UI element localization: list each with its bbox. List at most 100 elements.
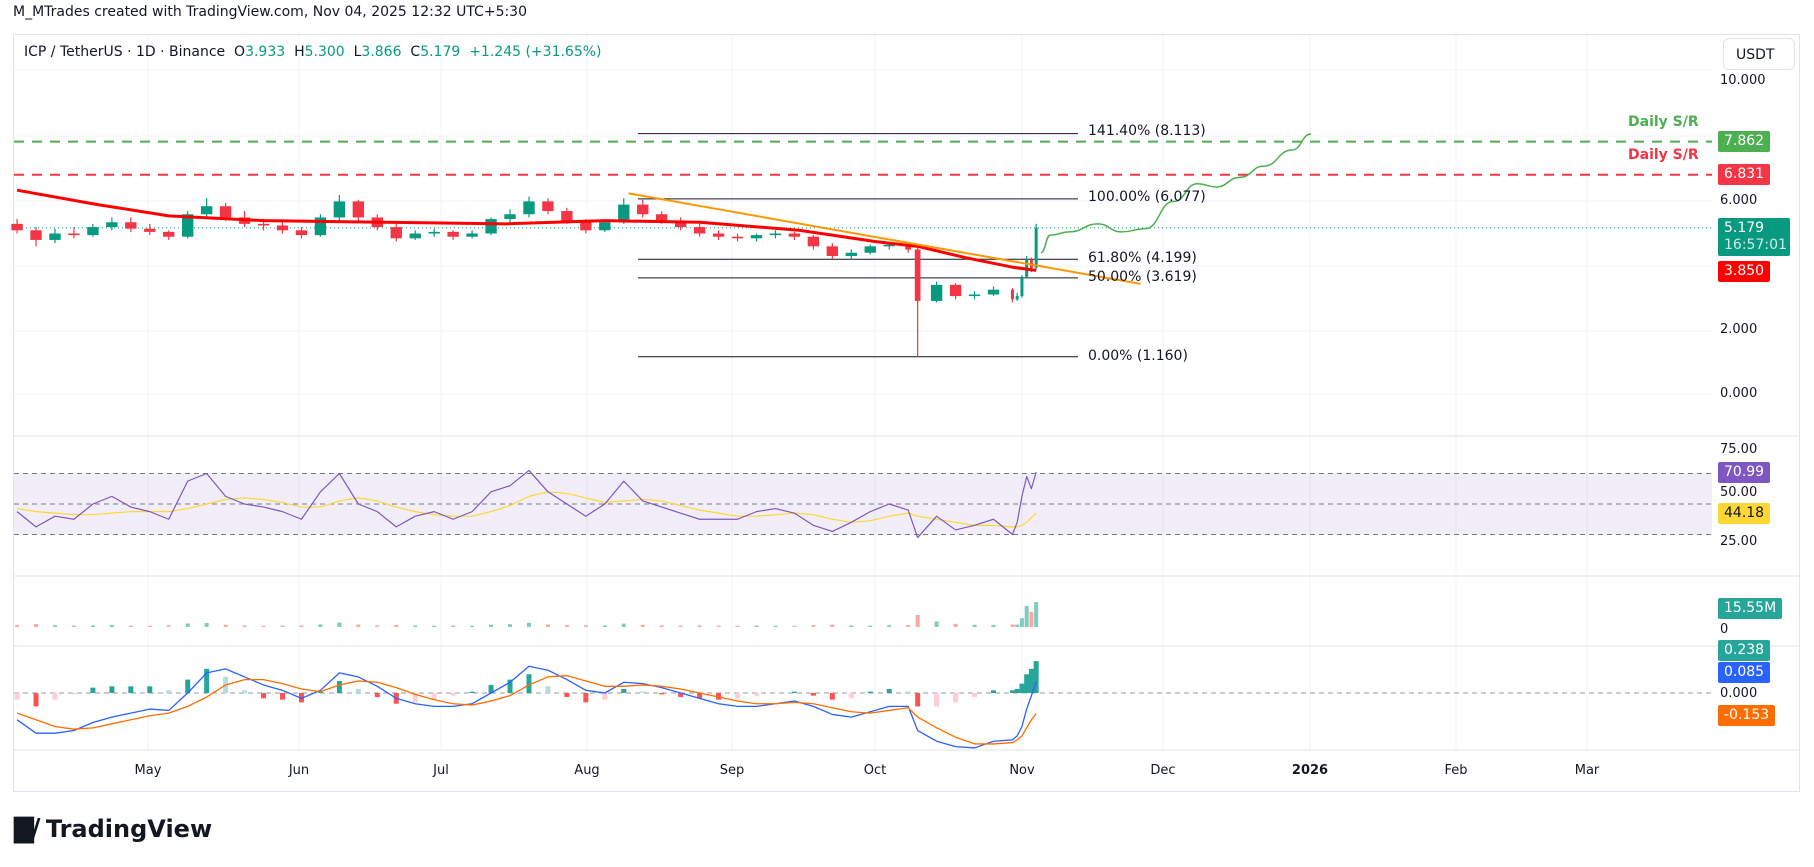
time-tick: Nov xyxy=(1009,763,1035,778)
candle-body xyxy=(447,231,459,237)
volume-bar xyxy=(991,624,996,627)
candle-body xyxy=(1020,276,1024,297)
volume-bar xyxy=(1015,624,1020,627)
volume-bar xyxy=(166,625,171,627)
macd-histogram-bar xyxy=(1028,668,1034,693)
volume-bar xyxy=(716,625,721,627)
macd-line-badge: 0.085 xyxy=(1718,662,1771,683)
macd-histogram-bar xyxy=(1024,674,1030,693)
volume-bar xyxy=(830,624,835,627)
macd-histogram-bar xyxy=(905,691,911,693)
candle-body xyxy=(656,214,668,221)
candle-body xyxy=(1015,296,1019,300)
macd-histogram-bar xyxy=(488,684,494,693)
macd-histogram-bar xyxy=(915,693,921,707)
candle-body xyxy=(693,227,706,234)
candle-body xyxy=(826,246,839,256)
rsi-ma-badge: 44.18 xyxy=(1718,503,1771,524)
candle-body xyxy=(864,246,876,253)
candle-body xyxy=(845,252,857,256)
volume-bar xyxy=(261,625,266,627)
volume-bar xyxy=(934,621,939,627)
volume-bar xyxy=(735,625,740,627)
volume-bar xyxy=(621,623,626,627)
macd-histogram-bar xyxy=(261,693,267,699)
candle-body xyxy=(219,206,232,218)
candle-body xyxy=(561,211,573,221)
macd-histogram-bar xyxy=(109,686,115,693)
candle-body xyxy=(11,223,23,231)
candle-body xyxy=(87,227,99,236)
candle-body xyxy=(409,233,421,239)
macd-histogram-bar xyxy=(934,693,940,707)
candle-body xyxy=(712,233,725,237)
low-label: L xyxy=(353,44,362,60)
macd-histogram-bar xyxy=(185,679,191,693)
chart-frame xyxy=(13,34,1800,792)
macd-histogram-bar xyxy=(147,686,153,693)
candle-body xyxy=(106,222,118,228)
candle-body xyxy=(618,204,630,223)
volume-bar xyxy=(773,625,778,627)
rsi-tick: 75.00 xyxy=(1720,442,1758,457)
macd-histogram-bar xyxy=(564,693,570,698)
macd-histogram-bar xyxy=(953,693,959,703)
volume-bar xyxy=(185,623,190,627)
candle-body xyxy=(30,230,42,240)
fib-label-100: 100.00% (6.077) xyxy=(1088,189,1206,205)
candle-body xyxy=(580,220,592,231)
volume-bar xyxy=(128,625,133,627)
candle-body xyxy=(276,225,289,231)
candle-body xyxy=(352,201,365,218)
candle-body xyxy=(314,217,327,236)
volume-bar xyxy=(375,625,380,627)
last-price-badge: 5.179 16:57:01 xyxy=(1718,218,1790,256)
candle-body xyxy=(807,236,820,247)
tradingview-logo[interactable]: ▇∕ TradingView xyxy=(14,814,212,844)
volume-bar xyxy=(1019,618,1024,627)
currency-button[interactable]: USDT xyxy=(1723,38,1795,70)
candle-body xyxy=(504,214,516,220)
volume-bar xyxy=(337,622,342,627)
candle-body xyxy=(68,233,80,236)
macd-histogram-bar xyxy=(280,693,285,700)
candle-body xyxy=(968,294,981,297)
candle-body xyxy=(930,284,943,301)
candle-body xyxy=(1010,289,1014,300)
candle-body xyxy=(125,222,137,229)
support-price-badge: 7.862 xyxy=(1718,131,1771,152)
candle-body xyxy=(163,231,175,237)
volume-tick: 0 xyxy=(1720,622,1729,637)
candle-body xyxy=(333,201,346,218)
fib-label-0: 0.00% (1.160) xyxy=(1088,348,1188,364)
volume-bar xyxy=(1010,624,1015,627)
macd-histogram-bar xyxy=(450,693,456,696)
time-tick: May xyxy=(134,763,162,778)
macd-tick: 0.000 xyxy=(1720,686,1758,701)
fib-label-50: 50.00% (3.619) xyxy=(1088,269,1197,285)
volume-bar xyxy=(953,623,958,627)
volume-bar xyxy=(413,625,418,627)
candle-body xyxy=(637,204,649,215)
volume-bar xyxy=(754,625,759,627)
macd-histogram-bar xyxy=(848,693,854,699)
logo-text: TradingView xyxy=(45,815,213,843)
volume-bar xyxy=(109,624,114,627)
candle-body xyxy=(390,227,402,239)
symbol-name[interactable]: ICP / TetherUS · 1D · Binance xyxy=(24,44,226,60)
volume-bar xyxy=(1024,605,1029,627)
volume-bar xyxy=(280,625,285,627)
macd-histogram-bar xyxy=(886,688,892,693)
macd-histogram-badge: 0.238 xyxy=(1718,640,1771,661)
support-label: Daily S/R xyxy=(1628,114,1699,130)
macd-histogram-bar xyxy=(166,690,172,693)
volume-bar xyxy=(972,624,977,627)
macd-histogram-bar xyxy=(810,693,816,696)
rsi-tick: 50.00 xyxy=(1720,485,1758,500)
candle-body xyxy=(949,284,962,297)
volume-bar xyxy=(299,625,304,627)
macd-histogram-bar xyxy=(317,691,323,693)
volume-bar xyxy=(34,624,39,627)
volume-bar xyxy=(204,623,209,627)
